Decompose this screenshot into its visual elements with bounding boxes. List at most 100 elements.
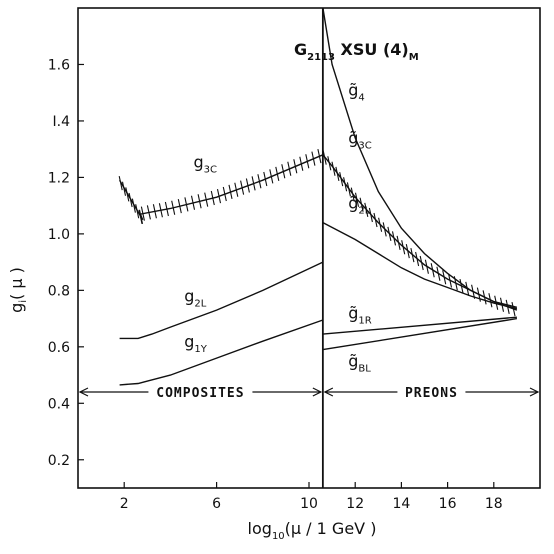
- series-line-1r-6: [322, 316, 517, 335]
- hatch-mark: [275, 166, 280, 182]
- hatch-mark: [488, 293, 493, 308]
- hatch-mark: [359, 197, 364, 212]
- hatch-mark: [146, 205, 151, 220]
- hatch-mark: [410, 247, 415, 263]
- series-line-1y-2: [119, 319, 324, 386]
- hatch-mark: [299, 156, 304, 171]
- hatch-mark: [131, 198, 136, 213]
- plot-frame: [77, 7, 541, 489]
- x-tick-label: 16: [439, 496, 457, 512]
- hatch-mark: [354, 192, 360, 207]
- series-label: g3C: [194, 153, 218, 176]
- y-tick-label: 0.2: [48, 453, 70, 469]
- hatch-mark: [135, 204, 140, 219]
- region-label: COMPOSITES: [156, 386, 244, 401]
- hatch-mark: [327, 156, 332, 171]
- hatch-mark: [465, 281, 470, 297]
- hatch-mark: [138, 209, 144, 225]
- hatch-mark: [269, 169, 274, 184]
- y-tick-label: 1.6: [48, 57, 70, 73]
- hatch-mark: [494, 295, 499, 310]
- y-tick-label: 1.0: [48, 227, 70, 243]
- series-label: g̃4: [348, 81, 365, 104]
- hatch-mark: [210, 190, 215, 206]
- hatch-mark: [391, 231, 397, 246]
- hatch-mark: [118, 175, 123, 191]
- hatch-mark: [331, 161, 336, 176]
- hatch-mark: [442, 270, 447, 285]
- series-label: g̃3C: [348, 129, 372, 152]
- region-arrowhead-right: [312, 387, 323, 397]
- series-label: g1Y: [184, 332, 208, 355]
- hatch-mark: [459, 278, 464, 294]
- hatch-mark: [184, 197, 189, 212]
- hatch-mark: [240, 180, 245, 195]
- hatch-mark: [335, 166, 340, 182]
- hatch-mark: [339, 171, 344, 187]
- region-arrowhead-left: [323, 387, 334, 397]
- hatch-mark: [305, 154, 310, 169]
- hatch-mark: [152, 204, 157, 219]
- hatch-mark: [281, 164, 286, 179]
- x-tick-label: 18: [485, 496, 503, 512]
- hatch-mark: [322, 150, 327, 165]
- hatch-mark: [419, 255, 424, 271]
- hatch-mark: [263, 171, 268, 187]
- series-line-2l-5: [322, 221, 518, 310]
- hatch-mark: [197, 194, 202, 209]
- series-label: g̃1R: [348, 304, 372, 327]
- hatch-mark: [405, 243, 410, 259]
- hatch-mark: [387, 226, 392, 242]
- hatch-mark: [396, 235, 401, 251]
- hatch-mark: [364, 202, 369, 218]
- hatch-mark: [424, 259, 429, 274]
- hatch-mark: [158, 203, 163, 218]
- hatch-mark: [482, 290, 487, 305]
- hatch-mark: [121, 181, 127, 196]
- series-label: g2L: [184, 287, 207, 310]
- y-tick-label: 1.2: [48, 170, 70, 186]
- hatch-mark: [436, 266, 441, 281]
- hatch-mark: [228, 184, 233, 200]
- y-tick-label: I.4: [53, 114, 71, 130]
- x-tick-label: 10: [300, 496, 318, 512]
- hatch-mark: [234, 182, 239, 197]
- series-line-3c-0: [118, 154, 324, 221]
- hatch-mark: [311, 151, 316, 166]
- hatch-mark: [368, 207, 373, 223]
- hatch-mark: [415, 251, 420, 267]
- hatch-mark: [382, 222, 387, 237]
- series-line-3c-4: [322, 154, 518, 311]
- series-label: g̃BL: [348, 352, 371, 375]
- x-axis-label: log10(μ / 1 GeV ): [248, 519, 377, 542]
- hatch-mark: [293, 159, 298, 174]
- x-tick-label: 2: [120, 496, 129, 512]
- region-arrowhead-left: [78, 387, 89, 397]
- series-line-2l-1: [119, 261, 324, 340]
- hatch-mark: [346, 182, 351, 197]
- hatch-mark: [287, 161, 292, 176]
- hatch-mark: [453, 276, 458, 291]
- hatch-mark: [125, 187, 130, 202]
- hatch-mark: [343, 177, 348, 192]
- hatch-mark: [164, 201, 169, 217]
- y-axis-label: gi( μ ): [7, 267, 29, 313]
- y-tick-label: 0.8: [48, 283, 70, 299]
- hatch-mark: [251, 176, 256, 191]
- hatch-mark: [222, 186, 227, 202]
- y-tick-label: 0.6: [48, 340, 70, 356]
- hatch-mark: [350, 187, 355, 202]
- hatch-mark: [257, 174, 262, 189]
- hatch-mark: [317, 148, 322, 164]
- hatch-mark: [216, 188, 222, 204]
- series-label: g̃2L: [348, 193, 371, 216]
- hatch-mark: [511, 301, 516, 317]
- hatch-mark: [447, 273, 453, 288]
- hatch-mark: [190, 195, 196, 210]
- hatch-mark: [245, 178, 250, 193]
- x-tick-label: 14: [392, 496, 410, 512]
- hatch-mark: [373, 212, 378, 228]
- hatch-mark: [171, 200, 176, 215]
- hatch-mark: [401, 240, 406, 255]
